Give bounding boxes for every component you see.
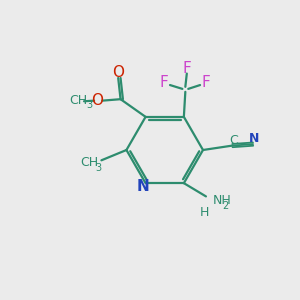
Text: N: N — [137, 179, 150, 194]
Text: 3: 3 — [95, 163, 101, 173]
Text: CH: CH — [70, 94, 88, 107]
Text: F: F — [160, 75, 169, 90]
Text: 2: 2 — [222, 201, 229, 211]
Text: C: C — [229, 134, 238, 147]
Text: 3: 3 — [86, 100, 92, 110]
Text: F: F — [182, 61, 191, 76]
Text: F: F — [202, 75, 210, 90]
Text: H: H — [200, 206, 209, 219]
Text: N: N — [249, 132, 260, 145]
Text: O: O — [91, 93, 103, 108]
Text: CH: CH — [80, 156, 98, 169]
Text: NH: NH — [212, 194, 231, 207]
Text: O: O — [112, 65, 124, 80]
